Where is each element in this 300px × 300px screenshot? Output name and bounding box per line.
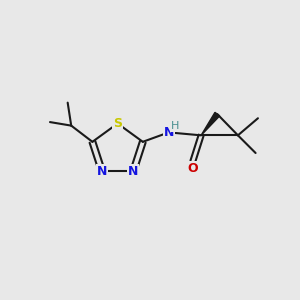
- Text: N: N: [164, 126, 174, 139]
- Text: N: N: [97, 165, 107, 178]
- Text: N: N: [128, 165, 138, 178]
- Text: O: O: [188, 162, 198, 175]
- Text: H: H: [171, 122, 179, 131]
- Text: S: S: [113, 117, 122, 130]
- Polygon shape: [201, 112, 220, 135]
